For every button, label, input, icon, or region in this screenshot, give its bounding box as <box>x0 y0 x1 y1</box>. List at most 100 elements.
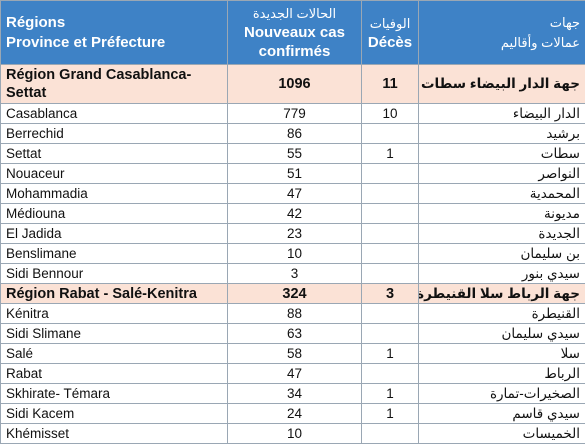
province-name-ar: مديونة <box>419 204 585 224</box>
province-name-ar: سطات <box>419 144 585 164</box>
deaths-cell: 10 <box>362 104 419 124</box>
province-name-ar: بن سليمان <box>419 244 585 264</box>
deaths-cell <box>362 124 419 144</box>
province-name: Berrechid <box>1 124 228 144</box>
deaths-cell <box>362 424 419 444</box>
header-regions-ar: جهات عمالات وأقاليم <box>419 1 585 65</box>
province-name-ar: الرباط <box>419 364 585 384</box>
province-name: Benslimane <box>1 244 228 264</box>
header-row: Régions Province et Préfecture الحالات ا… <box>1 1 585 65</box>
region-name-ar: جهة الدار البيضاء سطات <box>419 65 585 104</box>
province-name-ar: الجديدة <box>419 224 585 244</box>
province-name-ar: سيدي بنور <box>419 264 585 284</box>
province-name: Mohammadia <box>1 184 228 204</box>
deaths-cell: 1 <box>362 384 419 404</box>
header-cases: الحالات الجديدة Nouveaux cas confirmés <box>228 1 362 65</box>
province-name: Médiouna <box>1 204 228 224</box>
province-name: Settat <box>1 144 228 164</box>
province-name: Kénitra <box>1 304 228 324</box>
province-name-ar: القنيطرة <box>419 304 585 324</box>
deaths-cell <box>362 224 419 244</box>
province-name-ar: سيدي قاسم <box>419 404 585 424</box>
header-deaths: الوفيات Décès <box>362 1 419 65</box>
deaths-cell: 1 <box>362 404 419 424</box>
province-name: Sidi Bennour <box>1 264 228 284</box>
cases-cell: 1096 <box>228 65 362 104</box>
deaths-cell: 3 <box>362 284 419 304</box>
region-name: Région Rabat - Salé-Kenitra <box>1 284 228 304</box>
deaths-cell: 1 <box>362 144 419 164</box>
cases-cell: 10 <box>228 424 362 444</box>
header-regions-fr: Régions Province et Préfecture <box>1 1 228 65</box>
province-name-ar: الدار البيضاء <box>419 104 585 124</box>
deaths-cell <box>362 264 419 284</box>
province-name-ar: سيدي سليمان <box>419 324 585 344</box>
province-name-ar: برشيد <box>419 124 585 144</box>
province-name-ar: الصخيرات-تمارة <box>419 384 585 404</box>
deaths-cell <box>362 324 419 344</box>
deaths-cell <box>362 184 419 204</box>
province-name: Sidi Slimane <box>1 324 228 344</box>
region-name-ar: جهة الرباط سلا القنيطرة <box>419 284 585 304</box>
cases-cell: 324 <box>228 284 362 304</box>
cases-cell: 779 <box>228 104 362 124</box>
deaths-cell <box>362 164 419 184</box>
header-deaths-fr: Décès <box>367 33 413 52</box>
cases-cell: 34 <box>228 384 362 404</box>
cases-cell: 10 <box>228 244 362 264</box>
header-cases-ar: الحالات الجديدة <box>233 4 356 23</box>
province-name: El Jadida <box>1 224 228 244</box>
province-name-ar: النواصر <box>419 164 585 184</box>
province-name: Salé <box>1 344 228 364</box>
province-name: Casablanca <box>1 104 228 124</box>
header-cases-fr-line2: confirmés <box>233 42 356 61</box>
deaths-cell: 1 <box>362 344 419 364</box>
region-name: Région Grand Casablanca-Settat <box>1 65 228 104</box>
province-name: Khémisset <box>1 424 228 444</box>
cases-cell: 58 <box>228 344 362 364</box>
province-name: Rabat <box>1 364 228 384</box>
province-name: Sidi Kacem <box>1 404 228 424</box>
cases-cell: 88 <box>228 304 362 324</box>
cases-cell: 3 <box>228 264 362 284</box>
cases-cell: 63 <box>228 324 362 344</box>
cases-cell: 86 <box>228 124 362 144</box>
header-cases-fr-line1: Nouveaux cas <box>233 23 356 42</box>
header-regions-ar-line1: جهات <box>424 13 580 33</box>
header-regions-ar-line2: عمالات وأقاليم <box>424 33 580 53</box>
cases-cell: 24 <box>228 404 362 424</box>
cases-cell: 47 <box>228 364 362 384</box>
deaths-cell <box>362 204 419 224</box>
deaths-cell <box>362 244 419 264</box>
cases-cell: 51 <box>228 164 362 184</box>
header-regions-line2: Province et Préfecture <box>6 33 222 53</box>
cases-cell: 23 <box>228 224 362 244</box>
province-name: Nouaceur <box>1 164 228 184</box>
cases-cell: 47 <box>228 184 362 204</box>
cases-cell: 55 <box>228 144 362 164</box>
province-name-ar: الخميسات <box>419 424 585 444</box>
province-name: Skhirate- Témara <box>1 384 228 404</box>
header-regions-line1: Régions <box>6 13 222 33</box>
deaths-cell: 11 <box>362 65 419 104</box>
deaths-cell <box>362 304 419 324</box>
header-deaths-ar: الوفيات <box>367 14 413 33</box>
cases-cell: 42 <box>228 204 362 224</box>
